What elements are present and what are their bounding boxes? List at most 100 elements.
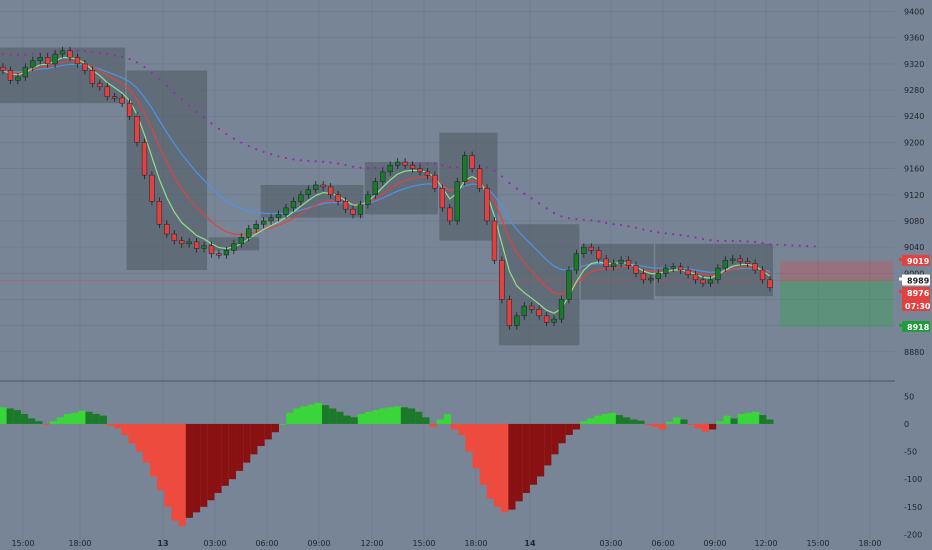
candle[interactable] <box>328 186 334 196</box>
candle[interactable] <box>536 309 542 317</box>
candle[interactable] <box>22 66 28 78</box>
candle[interactable] <box>484 187 490 222</box>
histogram-bar[interactable] <box>128 423 136 444</box>
histogram-bar[interactable] <box>572 423 581 430</box>
histogram-bar[interactable] <box>737 413 745 424</box>
candle[interactable] <box>648 278 654 281</box>
candle[interactable] <box>246 228 252 238</box>
candle[interactable] <box>253 223 259 230</box>
candle[interactable] <box>745 261 751 264</box>
histogram-bar[interactable] <box>458 423 466 435</box>
histogram-bar[interactable] <box>85 411 93 424</box>
candle[interactable] <box>469 155 475 169</box>
candle[interactable] <box>313 184 319 190</box>
candle[interactable] <box>715 267 721 281</box>
candle[interactable] <box>126 102 133 117</box>
histogram-bar[interactable] <box>314 402 322 424</box>
histogram-bar[interactable] <box>171 423 179 521</box>
histogram-bar[interactable] <box>235 423 244 471</box>
candle[interactable] <box>767 279 773 288</box>
histogram-bar[interactable] <box>408 408 416 424</box>
candle[interactable] <box>491 220 498 261</box>
candle[interactable] <box>685 269 691 275</box>
price-axis[interactable]: 9400 9360 9320 9280 9240 9200 9160 9120 9080 9040… <box>895 0 932 550</box>
candle[interactable] <box>97 83 103 88</box>
candle[interactable] <box>119 97 125 104</box>
histogram-bar[interactable] <box>114 423 122 429</box>
candle[interactable] <box>201 245 207 249</box>
histogram-bar[interactable] <box>451 423 459 430</box>
candle[interactable] <box>357 204 364 215</box>
candle[interactable] <box>439 187 445 209</box>
candle[interactable] <box>290 201 297 209</box>
candle[interactable] <box>625 259 632 266</box>
candle[interactable] <box>573 253 580 271</box>
histogram-bar[interactable] <box>558 423 566 444</box>
histogram-bar[interactable] <box>300 406 308 424</box>
histogram-bar[interactable] <box>580 421 588 424</box>
candle[interactable] <box>365 194 371 205</box>
histogram-bar[interactable] <box>701 423 710 432</box>
candle[interactable] <box>350 208 356 215</box>
histogram-bar[interactable] <box>623 417 631 424</box>
histogram-bar[interactable] <box>472 423 480 469</box>
candle[interactable] <box>730 258 736 261</box>
candle[interactable] <box>82 63 88 71</box>
candle[interactable] <box>74 57 81 65</box>
candle[interactable] <box>447 207 453 222</box>
histogram-bar[interactable] <box>0 407 7 424</box>
histogram-bar[interactable] <box>71 412 79 424</box>
histogram-bar[interactable] <box>508 423 516 510</box>
histogram-bar[interactable] <box>522 423 530 494</box>
candle[interactable] <box>402 161 408 166</box>
candle[interactable] <box>759 269 766 281</box>
histogram-bar[interactable] <box>372 410 380 424</box>
histogram-bar[interactable] <box>565 423 573 435</box>
candle[interactable] <box>260 220 267 225</box>
candle[interactable] <box>677 266 684 271</box>
histogram-bar[interactable] <box>415 411 423 424</box>
histogram-bar[interactable] <box>63 413 72 424</box>
candle[interactable] <box>655 273 661 279</box>
histogram-bar[interactable] <box>443 413 452 424</box>
candle[interactable] <box>700 279 706 284</box>
histogram-bar[interactable] <box>200 423 208 507</box>
histogram-bar[interactable] <box>651 423 659 427</box>
histogram-bar[interactable] <box>350 417 358 424</box>
candle[interactable] <box>380 171 386 182</box>
candle[interactable] <box>618 259 624 264</box>
histogram-bar[interactable] <box>343 415 351 424</box>
candle[interactable] <box>529 305 535 310</box>
candle[interactable] <box>417 168 423 173</box>
histogram-bar[interactable] <box>673 417 681 424</box>
candle[interactable] <box>722 259 728 269</box>
histogram-bar[interactable] <box>393 406 401 424</box>
candle[interactable] <box>298 194 304 202</box>
candle[interactable] <box>283 207 289 215</box>
histogram-bar[interactable] <box>386 407 394 424</box>
histogram-bar[interactable] <box>723 415 731 424</box>
histogram-bar[interactable] <box>221 423 229 486</box>
histogram-bar[interactable] <box>716 421 724 424</box>
candle[interactable] <box>506 299 513 326</box>
histogram-bar[interactable] <box>687 423 695 426</box>
candle[interactable] <box>223 250 230 256</box>
candle[interactable] <box>462 155 468 182</box>
histogram-bar[interactable] <box>99 415 107 424</box>
histogram-bar[interactable] <box>479 423 487 485</box>
histogram-bar[interactable] <box>257 423 265 447</box>
candle[interactable] <box>543 315 550 323</box>
histogram-bar[interactable] <box>379 408 387 424</box>
histogram-bar[interactable] <box>6 408 14 424</box>
histogram-bar[interactable] <box>13 410 21 424</box>
histogram-bar[interactable] <box>494 423 502 507</box>
histogram-bar[interactable] <box>587 418 595 424</box>
candle[interactable] <box>581 246 587 254</box>
histogram-bar[interactable] <box>400 407 409 424</box>
candle[interactable] <box>59 50 66 55</box>
candle[interactable] <box>551 318 557 323</box>
candle[interactable] <box>37 57 43 61</box>
candle[interactable] <box>707 279 714 284</box>
histogram-bar[interactable] <box>278 423 287 425</box>
candle[interactable] <box>171 233 177 241</box>
